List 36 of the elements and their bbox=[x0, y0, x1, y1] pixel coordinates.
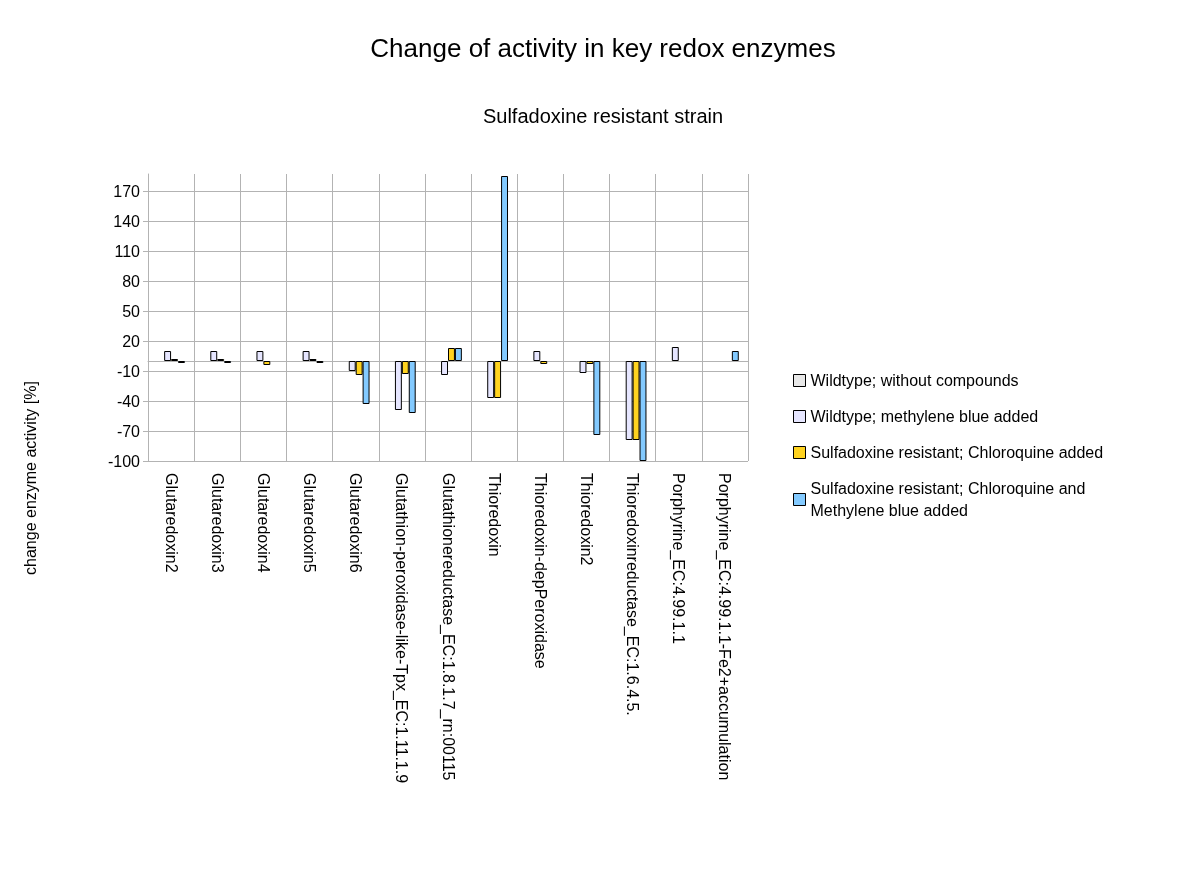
x-tick-label: Porphyrine_EC:4.99.1.1-Fe2+accumulation bbox=[715, 473, 734, 781]
y-tick-label: -100 bbox=[107, 452, 141, 470]
chart-subtitle: Sulfadoxine resistant strain bbox=[482, 105, 724, 127]
y-tick-label: 50 bbox=[122, 302, 141, 320]
bar bbox=[501, 176, 508, 361]
x-tick-label: Glutaredoxin4 bbox=[254, 473, 272, 573]
legend-label: Sulfadoxine resistant; Chloroquine added bbox=[810, 444, 1104, 461]
x-tick-label: Glutathionereductase_EC:1.8.1.7_rn:00115 bbox=[438, 473, 457, 781]
bar bbox=[540, 361, 548, 364]
chart-title: Change of activity in key redox enzymes bbox=[370, 33, 836, 63]
y-tick-label: -40 bbox=[116, 392, 141, 410]
y-tick-label: 140 bbox=[113, 212, 141, 230]
x-tick-label: Thioredoxin2 bbox=[577, 473, 595, 566]
y-tick-label: 110 bbox=[114, 242, 141, 260]
legend-label: Wildtype; methylene blue added bbox=[810, 408, 1039, 425]
x-tick-label: Thioredoxin-depPeroxidase bbox=[531, 473, 549, 669]
x-tick-label: Glutathion-peroxidase-like-Tpx_EC:1.11.1.9 bbox=[392, 473, 411, 784]
x-tick-label: Glutaredoxin5 bbox=[301, 473, 319, 573]
x-tick-label: Glutaredoxin3 bbox=[208, 473, 226, 573]
bar bbox=[671, 347, 679, 361]
y-tick-label: 80 bbox=[122, 272, 141, 290]
x-tick-label: Thioredoxin bbox=[485, 473, 503, 557]
x-tick-label: Porphyrine_EC:4.99.1.1 bbox=[669, 473, 688, 644]
bar bbox=[533, 351, 541, 361]
y-tick-label: 170 bbox=[113, 182, 141, 200]
x-tick-label: Glutaredoxin2 bbox=[162, 473, 180, 573]
y-tick-label: -10 bbox=[116, 362, 141, 380]
y-tick-label: 20 bbox=[122, 332, 141, 350]
bar bbox=[731, 351, 739, 361]
y-tick-label: -70 bbox=[116, 422, 141, 440]
bar bbox=[441, 361, 448, 375]
legend-label: Wildtype; without compounds bbox=[810, 372, 1019, 389]
legend-label: Sulfadoxine resistant; Chloroquine and Methylene blue added bbox=[810, 480, 1090, 519]
x-tick-label: Thioredoxinreductase_EC:1.6.4.5. bbox=[623, 473, 642, 716]
x-tick-label: Glutaredoxin6 bbox=[347, 473, 365, 573]
y-axis-title: change enzyme activity [%] bbox=[21, 381, 39, 575]
